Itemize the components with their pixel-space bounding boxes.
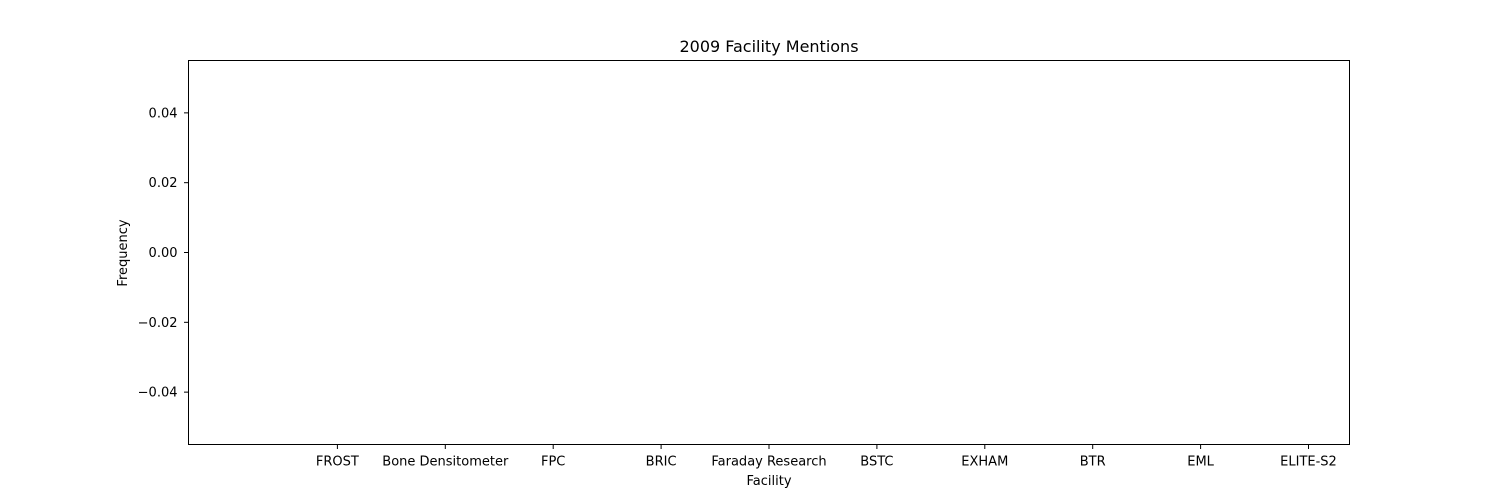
y-tick-label: 0.04 [149,106,178,121]
x-tick-label: BSTC [860,455,893,470]
y-tick-label: 0.02 [149,176,178,191]
y-axis-label: Frequency [116,219,131,286]
x-tick-label: BRIC [646,455,677,470]
x-tick-label: EXHAM [961,455,1008,470]
x-tick-label: ELITE-S2 [1280,455,1337,470]
chart-title: 2009 Facility Mentions [679,37,858,56]
x-tick-label: FROST [316,455,359,470]
y-tick-label: −0.04 [138,386,178,401]
x-tick-label: Bone Densitometer [382,455,509,470]
x-axis-label: Facility [746,474,791,489]
x-tick-label: FPC [541,455,565,470]
y-tick-label: 0.00 [149,246,178,261]
x-tick-label: EML [1187,455,1214,470]
x-axis-ticks: FROST Bone Densitometer FPC BRIC Faraday Res… [316,444,1337,470]
x-tick-label: BTR [1080,455,1106,470]
y-tick-label: −0.02 [138,316,178,331]
y-axis-ticks: −0.04 −0.02 0.00 0.02 0.04 [138,106,189,401]
x-tick-label: Faraday Research [711,455,826,470]
